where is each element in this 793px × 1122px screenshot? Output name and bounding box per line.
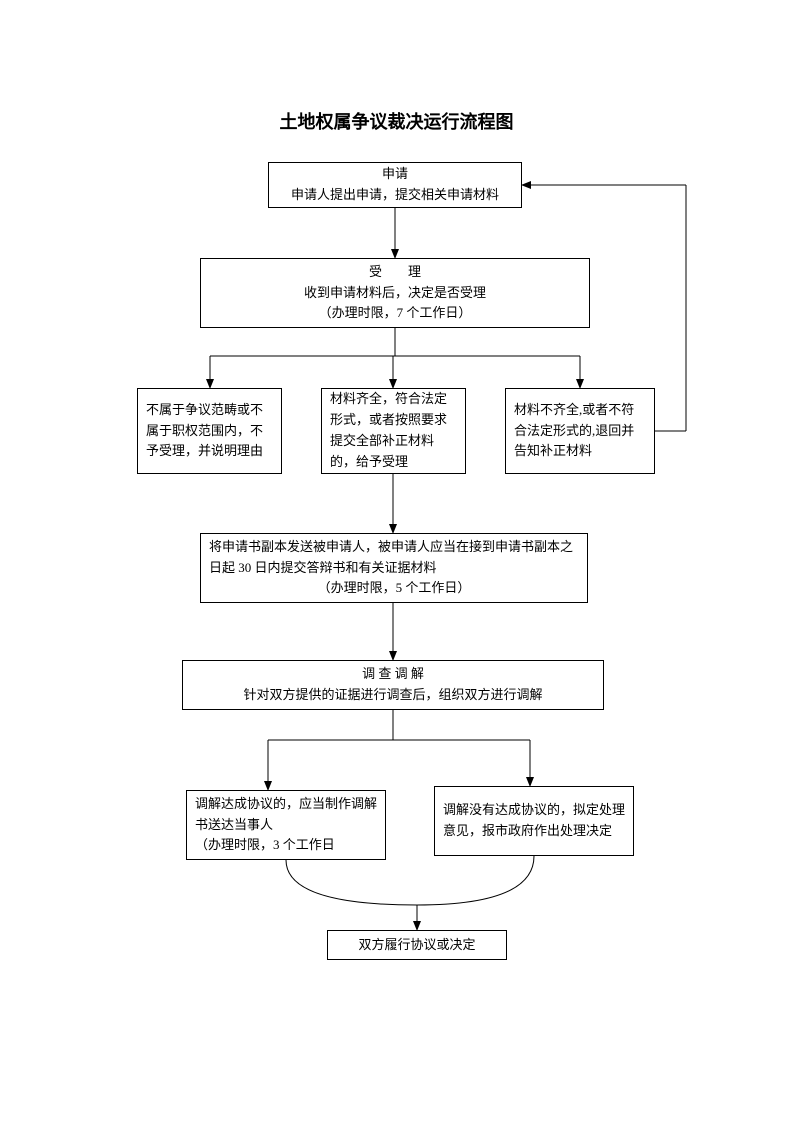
node-apply-line1: 申请 <box>382 164 408 185</box>
node-agree-line1: 调解达成协议的，应当制作调解书送达当事人 <box>195 794 377 836</box>
node-send: 将申请书副本发送被申请人，被申请人应当在接到申请书副本之日起 30 日内提交答辩… <box>200 533 588 603</box>
node-investigate-line2: 针对双方提供的证据进行调查后，组织双方进行调解 <box>243 685 542 706</box>
node-agree: 调解达成协议的，应当制作调解书送达当事人 （办理时限，3 个工作日 <box>186 790 386 860</box>
node-incomplete-text: 材料不齐全,或者不符合法定形式的,退回并告知补正材料 <box>514 400 646 462</box>
node-investigate-line1: 调 查 调 解 <box>362 664 424 685</box>
node-complete-text: 材料齐全，符合法定形式，或者按照要求提交全部补正材料的，给予受理 <box>330 389 457 472</box>
node-investigate: 调 查 调 解 针对双方提供的证据进行调查后，组织双方进行调解 <box>182 660 604 710</box>
flowchart-title: 土地权属争议裁决运行流程图 <box>0 108 793 134</box>
node-complete: 材料齐全，符合法定形式，或者按照要求提交全部补正材料的，给予受理 <box>321 388 466 474</box>
node-reject: 不属于争议范畴或不属于职权范围内，不予受理，并说明理由 <box>137 388 282 474</box>
node-agree-line2: （办理时限，3 个工作日 <box>195 835 335 856</box>
node-disagree: 调解没有达成协议的，拟定处理意见，报市政府作出处理决定 <box>434 786 634 856</box>
node-perform: 双方履行协议或决定 <box>327 930 507 960</box>
node-accept: 受 理 收到申请材料后，决定是否受理 （办理时限，7 个工作日） <box>200 258 590 328</box>
node-apply: 申请 申请人提出申请，提交相关申请材料 <box>268 162 522 208</box>
node-accept-line1: 受 理 <box>369 262 421 283</box>
node-send-line1: 将申请书副本发送被申请人，被申请人应当在接到申请书副本之日起 30 日内提交答辩… <box>209 537 579 579</box>
node-reject-text: 不属于争议范畴或不属于职权范围内，不予受理，并说明理由 <box>146 400 273 462</box>
node-send-line2: （办理时限，5 个工作日） <box>318 578 471 599</box>
node-disagree-text: 调解没有达成协议的，拟定处理意见，报市政府作出处理决定 <box>443 800 625 842</box>
node-accept-line3: （办理时限，7 个工作日） <box>319 303 472 324</box>
node-apply-line2: 申请人提出申请，提交相关申请材料 <box>291 185 499 206</box>
node-perform-text: 双方履行协议或决定 <box>358 935 475 956</box>
node-accept-line2: 收到申请材料后，决定是否受理 <box>304 283 486 304</box>
node-incomplete: 材料不齐全,或者不符合法定形式的,退回并告知补正材料 <box>505 388 655 474</box>
